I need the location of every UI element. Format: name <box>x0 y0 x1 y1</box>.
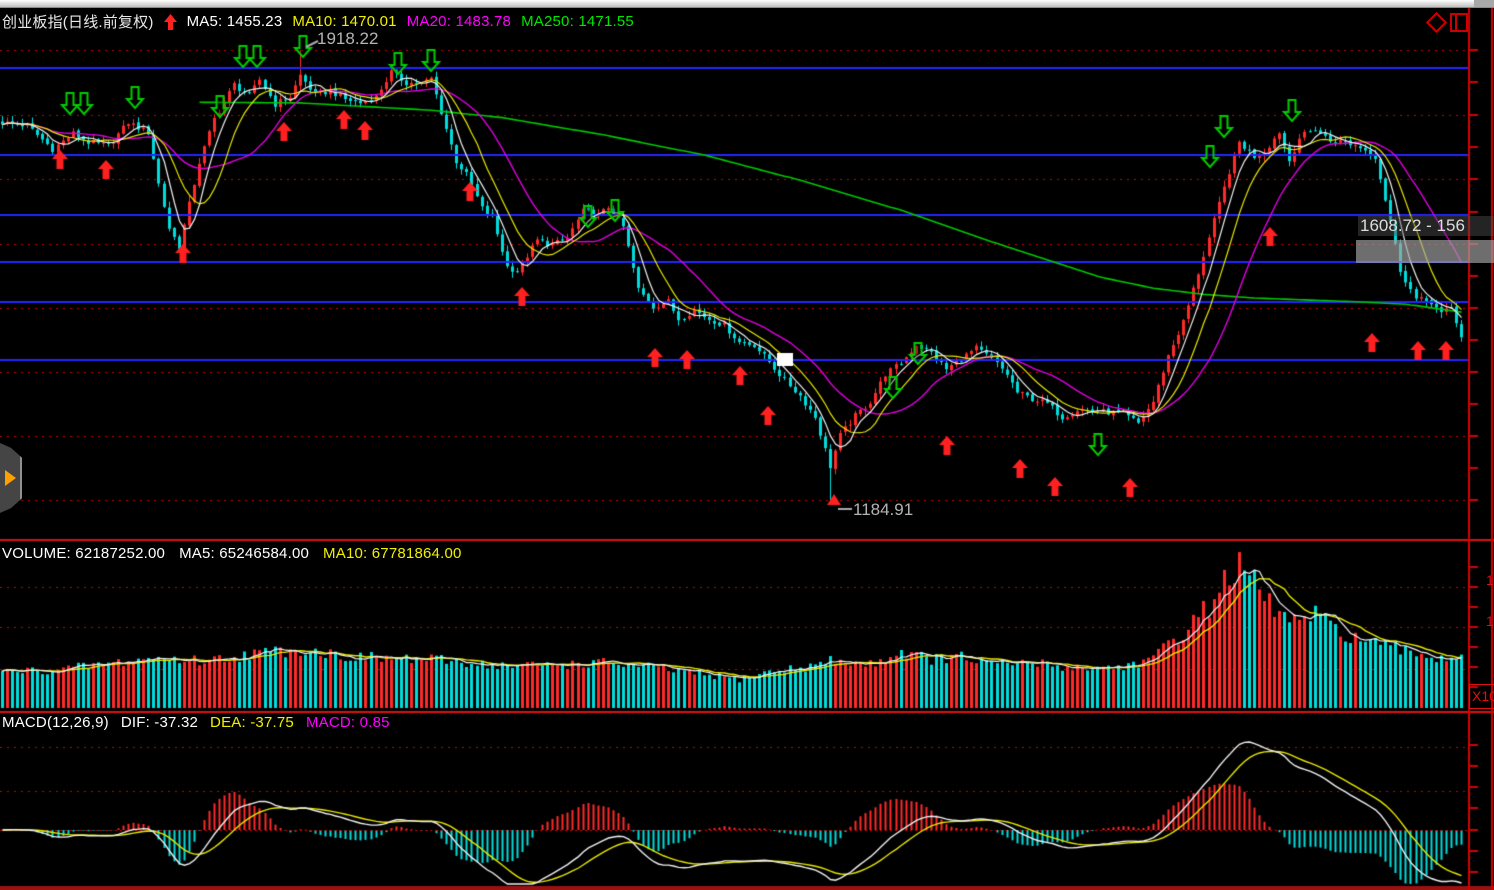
axis-label-partial-top: 1 <box>1486 572 1494 588</box>
ma250-value: MA250: 1471.55 <box>521 13 634 30</box>
macd-value: MACD: 0.85 <box>305 714 390 731</box>
window-layout-icon[interactable] <box>1450 13 1468 32</box>
stock-title: 创业板指(日线.前复权) <box>2 14 154 31</box>
axis-label-partial-bottom: 1 <box>1486 613 1494 629</box>
macd-header: MACD(12,26,9) DIF: -37.32 DEA: -37.75 MA… <box>2 714 390 731</box>
volume-value: VOLUME: 62187252.00 <box>2 545 166 562</box>
ma20-value: MA20: 1483.78 <box>406 13 512 30</box>
dif-value: DIF: -37.32 <box>120 714 199 731</box>
gap-range-label: 1608.72 - 156 <box>1358 216 1494 236</box>
low-price-label: 1184.91 <box>853 500 914 519</box>
ma5-value: MA5: 1455.23 <box>186 13 283 30</box>
kline-header: 创业板指(日线.前复权) MA5: 1455.23 MA10: 1470.01 … <box>2 11 634 32</box>
sidebar-expand-handle[interactable] <box>0 443 22 513</box>
window-layout-divider-icon <box>1455 15 1457 30</box>
high-price-label: 1918.22 <box>317 29 379 48</box>
dea-value: DEA: -37.75 <box>210 714 294 731</box>
gap-range-band <box>1356 240 1494 263</box>
volume-scale-multiplier: X10 <box>1469 684 1494 709</box>
volume-ma5-value: MA5: 65246584.00 <box>179 545 310 562</box>
volume-header: VOLUME: 62187252.00 MA5: 65246584.00 MA1… <box>2 545 462 562</box>
price-up-arrow-icon <box>163 13 177 30</box>
titlebar-edge-segment <box>1474 0 1494 7</box>
volume-ma10-value: MA10: 67781864.00 <box>323 545 462 562</box>
window-titlebar-edge <box>0 0 1494 8</box>
diamond-icon[interactable] <box>1425 11 1448 34</box>
corner-toolbar <box>1424 11 1470 34</box>
expand-arrow-icon <box>5 470 16 486</box>
macd-params: MACD(12,26,9) <box>2 714 109 731</box>
ma10-value: MA10: 1470.01 <box>292 13 397 30</box>
